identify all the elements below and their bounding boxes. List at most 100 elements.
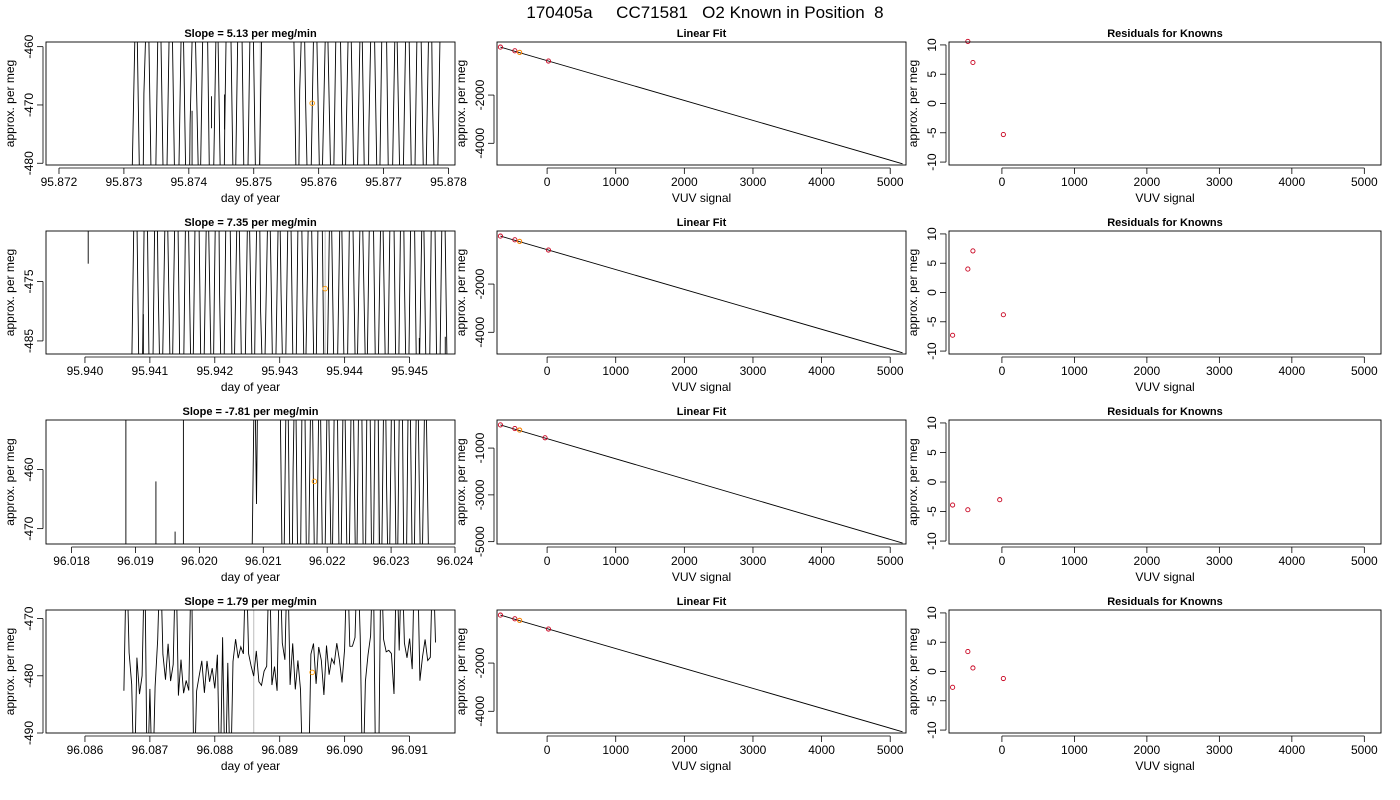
y-tick-label: -10 bbox=[925, 342, 939, 360]
x-tick-label: 95.875 bbox=[235, 175, 272, 189]
x-tick-label: 2000 bbox=[671, 554, 698, 568]
x-tick-label: 1000 bbox=[1061, 364, 1088, 378]
panel-title: Residuals for Knowns bbox=[1107, 406, 1223, 418]
x-tick-label: 2000 bbox=[1134, 554, 1161, 568]
data-trace-line bbox=[123, 610, 436, 733]
x-tick-label: 3000 bbox=[1206, 554, 1233, 568]
fit-line bbox=[500, 614, 903, 733]
x-tick-label: 0 bbox=[999, 175, 1006, 189]
plot-marks bbox=[123, 610, 436, 733]
x-tick-label: 95.944 bbox=[326, 364, 363, 378]
data-point bbox=[965, 507, 971, 513]
x-tick-label: 0 bbox=[544, 554, 551, 568]
y-axis-label: approx. per meg bbox=[454, 438, 468, 525]
panel-title: Slope = 7.35 per meg/min bbox=[184, 217, 317, 229]
data-trace-line bbox=[131, 231, 448, 354]
known-point bbox=[309, 669, 315, 676]
y-axis-label: approx. per meg bbox=[906, 60, 920, 147]
data-point bbox=[512, 237, 518, 243]
fit-line bbox=[500, 46, 903, 165]
data-point bbox=[512, 48, 518, 54]
x-tick-label: 95.874 bbox=[170, 175, 207, 189]
x-tick-label: 5000 bbox=[877, 554, 904, 568]
x-axis-label: VUV signal bbox=[1135, 380, 1194, 394]
x-tick-label: 96.019 bbox=[117, 554, 154, 568]
x-tick-label: 95.878 bbox=[430, 175, 467, 189]
x-tick-label: 0 bbox=[544, 364, 551, 378]
plot-frame bbox=[496, 41, 907, 166]
y-tick-label: -10 bbox=[925, 532, 939, 550]
x-tick-label: 1000 bbox=[602, 175, 629, 189]
plot-frame bbox=[948, 609, 1382, 734]
y-tick-label: -3000 bbox=[473, 479, 487, 510]
y-tick-label: -4000 bbox=[473, 128, 487, 159]
x-axis-label: VUV signal bbox=[672, 380, 731, 394]
plot-frame bbox=[45, 419, 456, 545]
y-tick-label: -2000 bbox=[473, 647, 487, 678]
x-tick-label: 96.021 bbox=[245, 554, 282, 568]
x-tick-label: 1000 bbox=[1061, 175, 1088, 189]
y-tick-label: -1000 bbox=[473, 432, 487, 463]
x-tick-label: 95.943 bbox=[261, 364, 298, 378]
plot-marks bbox=[131, 42, 441, 165]
x-tick-label: 96.087 bbox=[132, 743, 169, 757]
y-tick-label: 5 bbox=[925, 639, 939, 646]
x-axis-label: day of year bbox=[221, 759, 280, 773]
y-axis-label: approx. per meg bbox=[906, 249, 920, 336]
data-point bbox=[512, 616, 518, 622]
data-point bbox=[517, 49, 523, 55]
y-axis-label: approx. per meg bbox=[906, 628, 920, 715]
y-axis-label: approx. per meg bbox=[3, 628, 17, 715]
x-tick-label: 5000 bbox=[877, 743, 904, 757]
x-tick-label: 3000 bbox=[740, 175, 767, 189]
x-tick-label: 5000 bbox=[1351, 554, 1378, 568]
x-tick-label: 2000 bbox=[1134, 175, 1161, 189]
x-tick-label: 3000 bbox=[740, 743, 767, 757]
x-tick-label: 0 bbox=[544, 743, 551, 757]
x-tick-label: 96.020 bbox=[181, 554, 218, 568]
x-tick-label: 4000 bbox=[808, 175, 835, 189]
data-point bbox=[1000, 312, 1006, 318]
y-tick-label: -4000 bbox=[473, 696, 487, 727]
plot-frame bbox=[45, 41, 456, 166]
data-point bbox=[545, 58, 552, 64]
panel-title: Residuals for Knowns bbox=[1107, 217, 1223, 229]
x-tick-label: 95.940 bbox=[67, 364, 104, 378]
data-point bbox=[497, 233, 503, 239]
known-point bbox=[322, 285, 328, 292]
y-axis-label: approx. per meg bbox=[454, 628, 468, 715]
y-tick-label: -460 bbox=[22, 34, 36, 58]
x-axis-label: day of year bbox=[221, 191, 280, 205]
y-tick-label: -5 bbox=[925, 316, 939, 327]
y-tick-label: -470 bbox=[22, 516, 36, 540]
data-point bbox=[1000, 131, 1006, 138]
y-tick-label: -5 bbox=[925, 695, 939, 706]
plot-frame bbox=[496, 609, 907, 734]
y-tick-label: -10 bbox=[925, 153, 939, 171]
chart-panel-1-1: Linear Fit 0 1000 2000 3000 4000 5000 -4000 -200… bbox=[454, 217, 907, 394]
data-point bbox=[517, 617, 523, 623]
x-tick-label: 0 bbox=[999, 364, 1006, 378]
data-point bbox=[965, 38, 971, 44]
panel-title: Slope = 5.13 per meg/min bbox=[184, 28, 317, 40]
x-tick-label: 96.018 bbox=[53, 554, 90, 568]
y-tick-label: 0 bbox=[925, 668, 939, 675]
x-axis-label: VUV signal bbox=[1135, 759, 1194, 773]
x-tick-label: 2000 bbox=[671, 364, 698, 378]
x-tick-label: 5000 bbox=[1351, 175, 1378, 189]
x-tick-label: 3000 bbox=[1206, 175, 1233, 189]
panel-title: Residuals for Knowns bbox=[1107, 28, 1223, 40]
y-tick-label: -5 bbox=[925, 506, 939, 517]
known-point bbox=[311, 478, 318, 485]
chart-panel-2-0: Slope = -7.81 per meg/min 96.018 96.019 96.… bbox=[3, 406, 474, 584]
x-tick-label: 96.091 bbox=[391, 743, 428, 757]
x-tick-label: 96.088 bbox=[196, 743, 233, 757]
x-tick-label: 4000 bbox=[1278, 554, 1305, 568]
y-tick-label: 5 bbox=[925, 449, 939, 456]
y-tick-label: 10 bbox=[925, 606, 939, 620]
data-point bbox=[950, 684, 956, 690]
panel-title: Slope = -7.81 per meg/min bbox=[182, 406, 318, 418]
panel-title: Linear Fit bbox=[677, 217, 727, 229]
x-axis-label: day of year bbox=[221, 570, 280, 584]
